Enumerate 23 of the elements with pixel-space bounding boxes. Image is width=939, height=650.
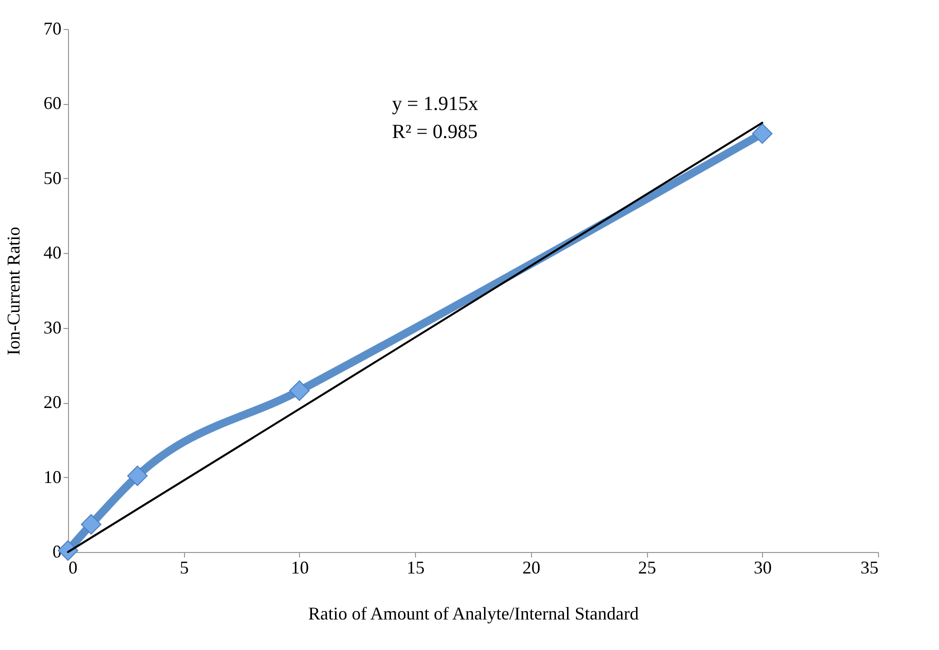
x-tick-label: 35: [860, 558, 878, 578]
point: [127, 466, 148, 486]
annotation: y = 1.915x: [392, 93, 478, 115]
point: [289, 380, 310, 401]
x-tick-label: 20: [522, 558, 540, 578]
y-tick-label: 60: [44, 93, 62, 114]
x-tick-label: 30: [754, 558, 772, 578]
y-tick-label: 50: [44, 168, 62, 188]
y-tick-label: 20: [44, 392, 62, 412]
x-tick-label: 5: [180, 558, 189, 578]
point: [80, 514, 102, 535]
x-tick-label: 15: [406, 558, 425, 578]
y-tick-label: 30: [44, 317, 62, 338]
annotation: R² = 0.985: [392, 121, 478, 143]
point: [752, 123, 773, 144]
x-tick-label: 0: [68, 558, 78, 578]
x-tick-label: 25: [638, 558, 656, 578]
y-tick-label: 10: [44, 466, 62, 487]
x-tick-label: 10: [290, 558, 309, 578]
y-axis-title: Ion-Current Ratio: [4, 226, 24, 356]
x-axis-title: Ratio of Amount of Analyte/Internal Standard: [308, 604, 639, 624]
y-tick-label: 70: [44, 18, 62, 38]
y-tick-label: 40: [44, 242, 62, 263]
